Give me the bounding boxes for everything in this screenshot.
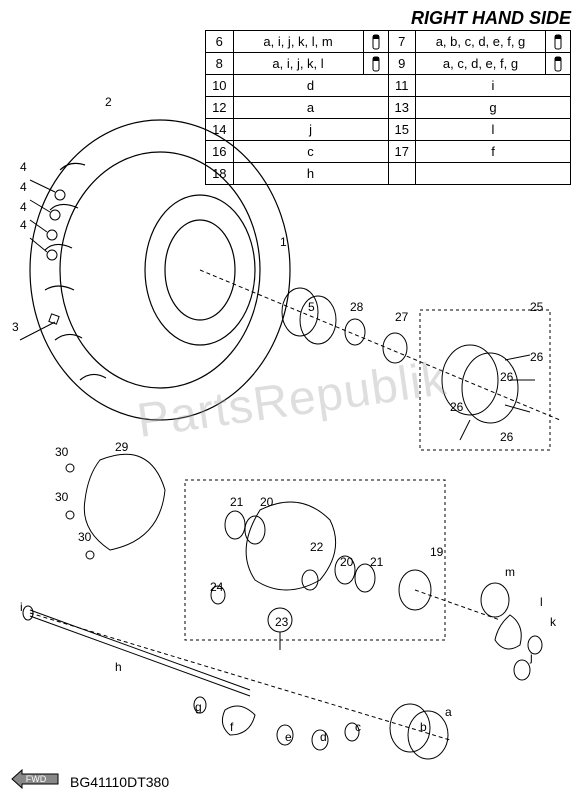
table-ref-num: 7 <box>388 31 415 53</box>
callout-2: 2 <box>105 95 112 109</box>
callout-g: g <box>195 700 202 714</box>
callout-30: 30 <box>55 490 68 504</box>
part-code: BG41110DT380 <box>70 774 169 790</box>
callout-c: c <box>355 720 361 734</box>
callout-20: 20 <box>340 555 353 569</box>
table-ref-val: a, b, c, d, e, f, g <box>416 31 546 53</box>
callout-21: 21 <box>230 495 243 509</box>
callout-m: m <box>505 565 515 579</box>
table-ref-val: a, c, d, e, f, g <box>416 53 546 75</box>
table-ref-num: 8 <box>206 53 233 75</box>
callout-26: 26 <box>450 400 463 414</box>
callout-27: 27 <box>395 310 408 324</box>
lube-icon <box>546 53 571 75</box>
callout-3: 3 <box>12 320 19 334</box>
callout-k: k <box>550 615 556 629</box>
callout-29: 29 <box>115 440 128 454</box>
table-ref-num: 6 <box>206 31 233 53</box>
table-ref-num: 9 <box>388 53 415 75</box>
callout-4: 4 <box>20 160 27 174</box>
callout-22: 22 <box>310 540 323 554</box>
fwd-direction-badge: FWD <box>10 768 60 790</box>
callout-d: d <box>320 730 327 744</box>
table-ref-val: a, i, j, k, l <box>233 53 363 75</box>
callout-4: 4 <box>20 200 27 214</box>
callout-j: j <box>530 650 533 664</box>
callout-e: e <box>285 730 292 744</box>
page-title: RIGHT HAND SIDE <box>411 8 571 29</box>
callout-b: b <box>420 720 427 734</box>
callout-24: 24 <box>210 580 223 594</box>
callout-26: 26 <box>500 430 513 444</box>
callout-5: 5 <box>308 300 315 314</box>
lube-icon <box>546 31 571 53</box>
callout-30: 30 <box>78 530 91 544</box>
callout-23: 23 <box>275 615 288 629</box>
callout-f: f <box>230 720 233 734</box>
callout-h: h <box>115 660 122 674</box>
callout-a: a <box>445 705 452 719</box>
callout-i: i <box>20 600 23 614</box>
callout-26: 26 <box>500 370 513 384</box>
exploded-diagram <box>0 80 583 760</box>
callout-26: 26 <box>530 350 543 364</box>
callout-21: 21 <box>370 555 383 569</box>
callout-28: 28 <box>350 300 363 314</box>
lube-icon <box>363 31 388 53</box>
callout-1: 1 <box>280 235 287 249</box>
fwd-label: FWD <box>26 774 47 784</box>
callout-l: l <box>540 595 543 609</box>
table-ref-val: a, i, j, k, l, m <box>233 31 363 53</box>
callout-20: 20 <box>260 495 273 509</box>
callout-30: 30 <box>55 445 68 459</box>
callout-19: 19 <box>430 545 443 559</box>
callout-4: 4 <box>20 218 27 232</box>
callout-25: 25 <box>530 300 543 314</box>
lube-icon <box>363 53 388 75</box>
callout-4: 4 <box>20 180 27 194</box>
